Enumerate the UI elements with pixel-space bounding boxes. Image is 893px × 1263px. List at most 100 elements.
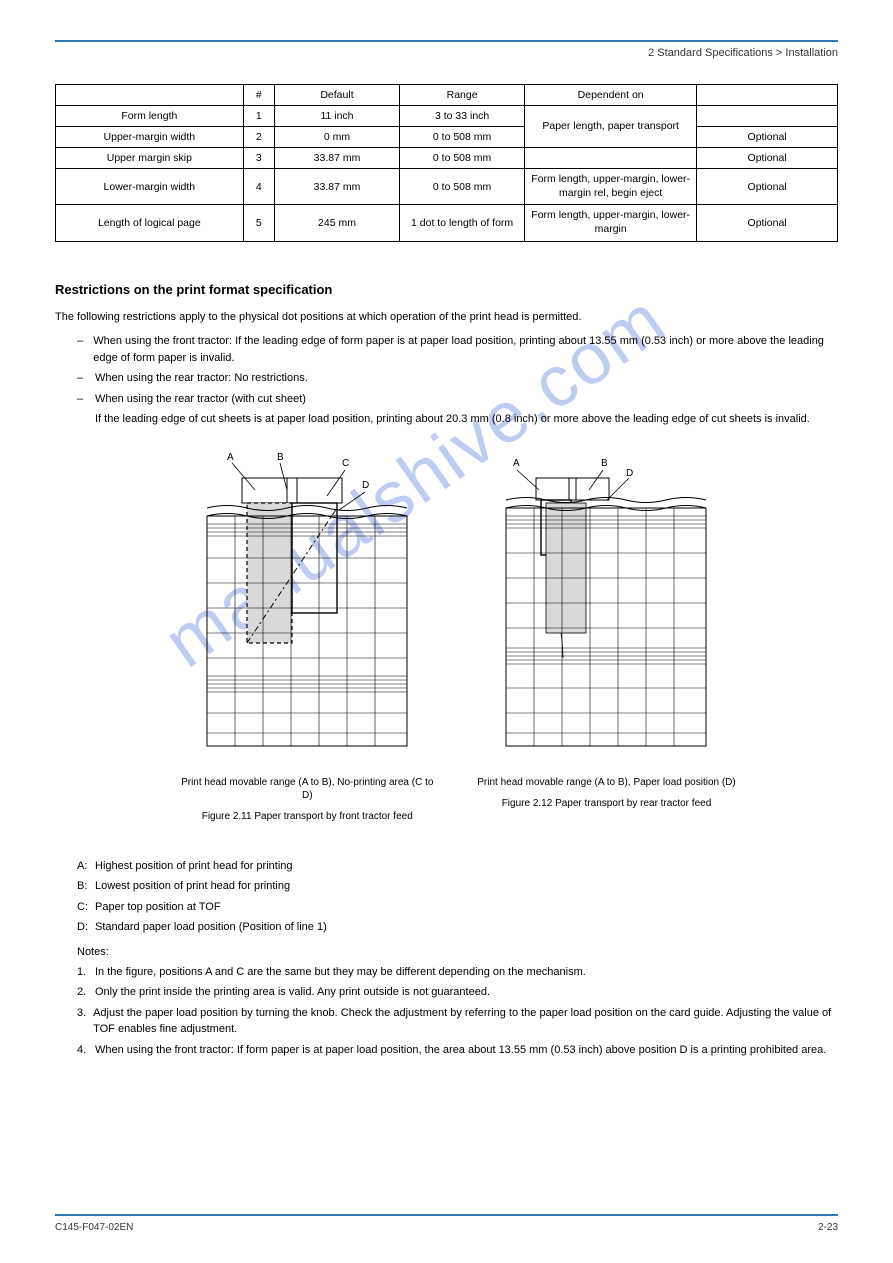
footer-rule: [55, 1214, 838, 1216]
paper-grid: [506, 497, 706, 746]
legend-key: D:: [77, 919, 89, 936]
th-blank: [56, 85, 244, 106]
th-note: [697, 85, 838, 106]
th-hash: #: [243, 85, 274, 106]
restriction-item: – When using the rear tractor (with cut …: [77, 391, 838, 408]
cell: 1 dot to length of form: [400, 205, 525, 241]
restriction-item: – When using the front tractor: If the l…: [77, 333, 838, 366]
note-text: Adjust the paper load position by turnin…: [93, 1005, 838, 1038]
bullet-icon: –: [77, 391, 89, 408]
cell-label: Upper margin skip: [56, 148, 244, 169]
note-item: 2. Only the print inside the printing ar…: [77, 984, 838, 1001]
notes-block: Notes: 1. In the figure, positions A and…: [55, 946, 838, 1059]
footer: C145-F047-02EN 2-23: [55, 1214, 838, 1233]
section-title: Restrictions on the print format specifi…: [55, 282, 838, 297]
note-item: 3. Adjust the paper load position by tur…: [77, 1005, 838, 1038]
th-range: Range: [400, 85, 525, 106]
note-num: 3.: [77, 1005, 87, 1038]
cell: 0 to 508 mm: [400, 169, 525, 205]
cell: 4: [243, 169, 274, 205]
cell: [525, 148, 697, 169]
note-text: When using the front tractor: If form pa…: [95, 1042, 826, 1059]
cell-label: Upper-margin width: [56, 127, 244, 148]
note-text: Only the print inside the printing area …: [95, 984, 490, 1001]
note-num: 2.: [77, 984, 89, 1001]
legend-text: Paper top position at TOF: [95, 899, 221, 916]
table-row: Length of logical page 5 245 mm 1 dot to…: [56, 205, 838, 241]
cell: Optional: [697, 169, 838, 205]
legend-item: B: Lowest position of print head for pri…: [77, 878, 838, 895]
breadcrumb: 2 Standard Specifications > Installation: [55, 47, 838, 59]
legend-item: C: Paper top position at TOF: [77, 899, 838, 916]
label-d: D: [362, 480, 369, 491]
legend-text: Highest position of print head for print…: [95, 858, 293, 875]
header-rule: [55, 40, 838, 42]
legend-key: A:: [77, 858, 89, 875]
cell: Form length, upper-margin, lower-margin: [525, 205, 697, 241]
cell: Optional: [697, 148, 838, 169]
cell: 1: [243, 106, 274, 127]
label-b: B: [277, 452, 284, 463]
cell: Optional: [697, 205, 838, 241]
legend-key: B:: [77, 878, 89, 895]
cell: Form length, upper-margin, lower-margin …: [525, 169, 697, 205]
table-header-row: # Default Range Dependent on: [56, 85, 838, 106]
diagram-svg-2: A B D: [491, 448, 721, 768]
cell-label: Form length: [56, 106, 244, 127]
cell: 33.87 mm: [274, 148, 399, 169]
fig2-caption: Print head movable range (A to B), Paper…: [477, 776, 735, 789]
cell: 0 mm: [274, 127, 399, 148]
restriction-text: When using the front tractor: If the lea…: [93, 333, 838, 366]
note-item: 4. When using the front tractor: If form…: [77, 1042, 838, 1059]
bullet-icon: –: [77, 333, 87, 366]
table-row: Upper margin skip 3 33.87 mm 0 to 508 mm…: [56, 148, 838, 169]
th-dependent: Dependent on: [525, 85, 697, 106]
restriction-item: – When using the rear tractor: No restri…: [77, 370, 838, 387]
legend-text: Standard paper load position (Position o…: [95, 919, 327, 936]
label-a: A: [227, 452, 234, 463]
cell: 0 to 508 mm: [400, 127, 525, 148]
bullet-icon: –: [77, 370, 89, 387]
note-item: 1. In the figure, positions A and C are …: [77, 964, 838, 981]
label-c: C: [342, 458, 349, 469]
legend-key: C:: [77, 899, 89, 916]
note-num: 1.: [77, 964, 89, 981]
cell: 3: [243, 148, 274, 169]
label-d: D: [626, 468, 633, 479]
fig1-caption: Print head movable range (A to B), No-pr…: [177, 776, 437, 802]
legend: A: Highest position of print head for pr…: [55, 858, 838, 936]
legend-item: D: Standard paper load position (Positio…: [77, 919, 838, 936]
cell: 0 to 508 mm: [400, 148, 525, 169]
legend-text: Lowest position of print head for printi…: [95, 878, 290, 895]
cell: 5: [243, 205, 274, 241]
table-row: Lower-margin width 4 33.87 mm 0 to 508 m…: [56, 169, 838, 205]
notes-label: Notes:: [77, 946, 838, 958]
restriction-text: When using the rear tractor (with cut sh…: [95, 391, 306, 408]
cell: 11 inch: [274, 106, 399, 127]
cell: Paper length, paper transport: [525, 106, 697, 148]
table-row: Form length 1 11 inch 3 to 33 inch Paper…: [56, 106, 838, 127]
th-default: Default: [274, 85, 399, 106]
cell: 33.87 mm: [274, 169, 399, 205]
fig1-caption2: Figure 2.11 Paper transport by front tra…: [202, 810, 413, 823]
fig2-caption2: Figure 2.12 Paper transport by rear trac…: [502, 797, 712, 810]
table-row: Upper-margin width 2 0 mm 0 to 508 mm Op…: [56, 127, 838, 148]
cell: [697, 106, 838, 127]
diagram-svg-1: A B C D: [187, 448, 427, 768]
cell: 2: [243, 127, 274, 148]
cell: Optional: [697, 127, 838, 148]
restriction-text: If the leading edge of cut sheets is at …: [77, 411, 838, 428]
restriction-text: When using the rear tractor: No restrict…: [95, 370, 308, 387]
note-text: In the figure, positions A and C are the…: [95, 964, 586, 981]
cell: 245 mm: [274, 205, 399, 241]
cell: 3 to 33 inch: [400, 106, 525, 127]
label-b: B: [601, 458, 608, 469]
figure-1: A B C D: [177, 448, 437, 823]
paper-grid: [207, 505, 407, 746]
intro-text: The following restrictions apply to the …: [55, 309, 838, 326]
cell-label: Lower-margin width: [56, 169, 244, 205]
spec-table: # Default Range Dependent on Form length…: [55, 84, 838, 242]
footer-right: 2-23: [818, 1222, 838, 1233]
note-num: 4.: [77, 1042, 89, 1059]
diagrams-row: A B C D: [75, 448, 838, 823]
